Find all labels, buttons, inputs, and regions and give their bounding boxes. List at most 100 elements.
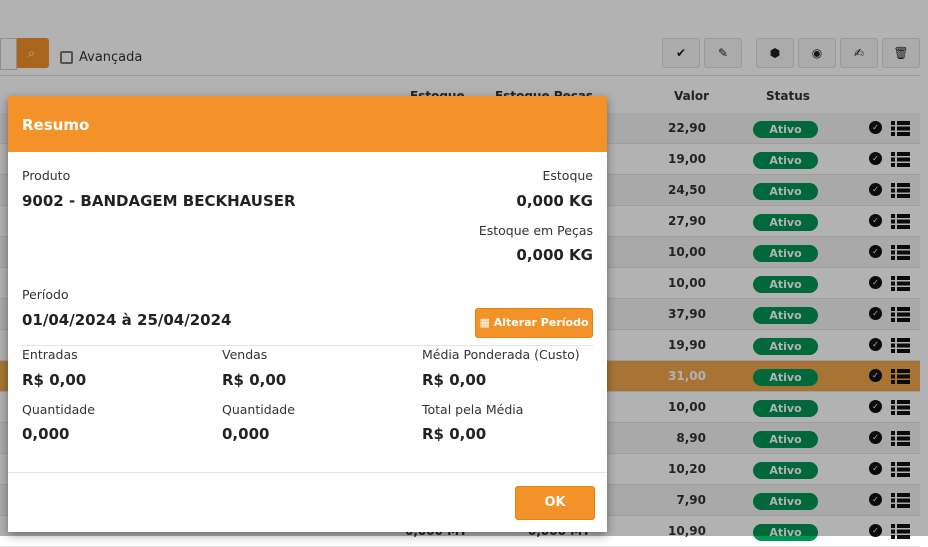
- summary-modal: Resumo Produto 9002 - BANDAGEM BECKHAUSE…: [8, 96, 607, 532]
- status-badge: Ativo: [753, 307, 818, 324]
- status-badge: Ativo: [753, 121, 818, 138]
- list-icon[interactable]: [891, 400, 910, 415]
- status-badge: Ativo: [753, 369, 818, 386]
- status-badge: Ativo: [753, 183, 818, 200]
- check-circle-icon[interactable]: ✓: [869, 431, 882, 444]
- header-status[interactable]: Status: [766, 89, 810, 103]
- edit-button[interactable]: ✍: [840, 38, 878, 68]
- valor-cell: 37,90: [668, 307, 706, 321]
- modal-title: Resumo: [22, 116, 90, 134]
- list-icon[interactable]: [891, 493, 910, 508]
- advanced-label: Avançada: [79, 50, 143, 65]
- media-value: R$ 0,00: [422, 371, 487, 389]
- status-badge: Ativo: [753, 338, 818, 355]
- check-circle-icon[interactable]: ✓: [869, 307, 882, 320]
- list-icon[interactable]: [891, 183, 910, 198]
- media-label: Média Ponderada (Custo): [422, 347, 580, 362]
- status-badge: Ativo: [753, 400, 818, 417]
- calendar-icon: ▦: [479, 316, 494, 329]
- divider: [22, 345, 593, 346]
- estoque-pecas-value: 0,000 KG: [516, 246, 593, 264]
- advanced-checkbox[interactable]: [60, 51, 73, 64]
- list-icon[interactable]: [891, 431, 910, 446]
- valor-cell: 8,90: [676, 431, 706, 445]
- valor-cell: 10,00: [668, 245, 706, 259]
- advanced-search-toggle[interactable]: Avançada: [60, 50, 142, 65]
- pencil-icon: ✎: [717, 46, 729, 60]
- periodo-value: 01/04/2024 à 25/04/2024: [22, 311, 232, 329]
- divider: [0, 75, 920, 76]
- vendas-quantidade-label: Quantidade: [222, 402, 295, 417]
- modal-footer-divider: [8, 472, 607, 473]
- status-badge: Ativo: [753, 152, 818, 169]
- list-icon[interactable]: [891, 369, 910, 384]
- check-circle-icon[interactable]: ✓: [869, 214, 882, 227]
- list-icon[interactable]: [891, 307, 910, 322]
- valor-cell: 10,20: [668, 462, 706, 476]
- list-icon[interactable]: [891, 462, 910, 477]
- pencil-button[interactable]: ✎: [704, 38, 742, 68]
- alterar-periodo-label: Alterar Período: [493, 316, 589, 329]
- edit-icon: ✍: [853, 46, 865, 60]
- tag-icon: ⬢: [769, 46, 781, 60]
- check-circle-icon[interactable]: ✓: [869, 338, 882, 351]
- status-badge: Ativo: [753, 462, 818, 479]
- check-circle-icon[interactable]: ✓: [869, 245, 882, 258]
- check-circle-icon[interactable]: ✓: [869, 183, 882, 196]
- estoque-value: 0,000 KG: [516, 192, 593, 210]
- valor-cell: 7,90: [676, 493, 706, 507]
- tag-button[interactable]: ⬢: [756, 38, 794, 68]
- check-circle-icon[interactable]: ✓: [869, 152, 882, 165]
- ok-button[interactable]: OK: [515, 486, 595, 520]
- search-icon: ⌕: [28, 46, 35, 60]
- check-circle-icon[interactable]: ✓: [869, 121, 882, 134]
- check-circle-icon[interactable]: ✓: [869, 462, 882, 475]
- status-badge: Ativo: [753, 245, 818, 262]
- valor-cell: 10,00: [668, 400, 706, 414]
- list-icon[interactable]: [891, 121, 910, 136]
- estoque-label: Estoque: [542, 168, 593, 183]
- entradas-value: R$ 0,00: [22, 371, 87, 389]
- status-badge: Ativo: [753, 276, 818, 293]
- entradas-quantidade-label: Quantidade: [22, 402, 95, 417]
- check-circle-icon[interactable]: ✓: [869, 493, 882, 506]
- check-button[interactable]: ✔: [662, 38, 700, 68]
- check-circle-icon[interactable]: ✓: [869, 276, 882, 289]
- list-icon[interactable]: [891, 245, 910, 260]
- toolbar-actions: ✔ ✎ ⬢ ◉ ✍ 🗑: [662, 38, 920, 68]
- valor-cell: 10,00: [668, 276, 706, 290]
- check-circle-icon[interactable]: ✓: [869, 369, 882, 382]
- search-button[interactable]: ⌕: [0, 38, 49, 70]
- valor-cell: 19,00: [668, 152, 706, 166]
- valor-cell: 10,90: [668, 524, 706, 538]
- produto-label: Produto: [22, 168, 71, 183]
- list-icon[interactable]: [891, 152, 910, 167]
- status-badge: Ativo: [753, 493, 818, 510]
- modal-header: Resumo: [8, 96, 607, 152]
- total-label: Total pela Média: [422, 402, 524, 417]
- valor-cell: 22,90: [668, 121, 706, 135]
- list-icon[interactable]: [891, 524, 910, 539]
- eye-button[interactable]: ◉: [798, 38, 836, 68]
- entradas-quantidade-value: 0,000: [22, 425, 70, 443]
- list-icon[interactable]: [891, 214, 910, 229]
- vendas-label: Vendas: [222, 347, 268, 362]
- vendas-value: R$ 0,00: [222, 371, 287, 389]
- trash-button[interactable]: 🗑: [882, 38, 920, 68]
- check-icon: ✔: [675, 46, 687, 60]
- valor-cell: 27,90: [668, 214, 706, 228]
- list-icon[interactable]: [891, 338, 910, 353]
- check-circle-icon[interactable]: ✓: [869, 400, 882, 413]
- valor-cell: 24,50: [668, 183, 706, 197]
- valor-cell: 31,00: [668, 369, 706, 383]
- estoque-pecas-label: Estoque em Peças: [478, 223, 593, 238]
- list-icon[interactable]: [891, 276, 910, 291]
- periodo-label: Período: [22, 287, 69, 302]
- eye-icon: ◉: [811, 46, 823, 60]
- check-circle-icon[interactable]: ✓: [869, 524, 882, 537]
- header-valor[interactable]: Valor: [674, 89, 710, 103]
- alterar-periodo-button[interactable]: ▦ Alterar Período: [475, 308, 593, 338]
- valor-cell: 19,90: [668, 338, 706, 352]
- status-badge: Ativo: [753, 431, 818, 448]
- produto-value: 9002 - BANDAGEM BECKHAUSER: [22, 192, 296, 210]
